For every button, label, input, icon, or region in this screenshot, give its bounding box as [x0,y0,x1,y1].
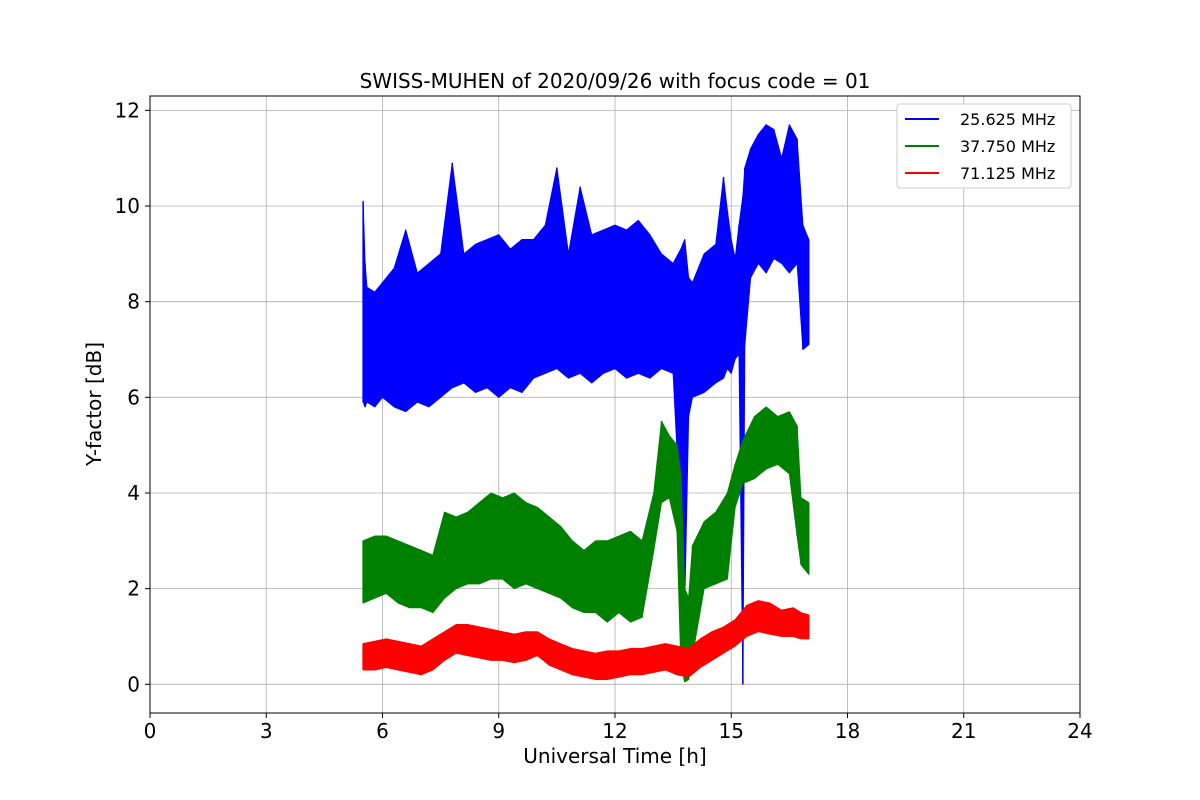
y-tick-label: 6 [127,385,140,409]
x-tick-label: 3 [260,719,273,743]
y-tick-label: 12 [115,98,140,122]
y-tick-label: 4 [127,481,140,505]
x-tick-label: 0 [144,719,157,743]
y-tick-label: 0 [127,672,140,696]
x-tick-label: 18 [835,719,860,743]
y-tick-label: 2 [127,577,140,601]
series-2 [362,406,810,683]
x-tick-label: 9 [492,719,505,743]
legend: 25.625 MHz 37.750 MHz 71.125 MHz [896,103,1072,189]
x-axis-label: Universal Time [h] [523,744,706,768]
y-axis-ticks: 0 2 4 6 8 10 12 [115,98,150,696]
x-tick-label: 15 [719,719,744,743]
x-tick-label: 24 [1067,719,1092,743]
x-tick-label: 21 [951,719,976,743]
legend-label: 25.625 MHz [960,110,1055,129]
y-tick-label: 8 [127,290,140,314]
x-tick-label: 12 [602,719,627,743]
plot-series [362,124,810,685]
chart-title: SWISS-MUHEN of 2020/09/26 with focus cod… [360,69,871,93]
legend-box [896,103,1072,189]
y-axis-label: Y-factor [dB] [82,342,106,467]
y-tick-label: 10 [115,194,140,218]
x-axis-ticks: 0 3 6 9 12 15 18 21 24 [144,713,1093,743]
legend-label: 71.125 MHz [960,164,1055,183]
legend-label: 37.750 MHz [960,137,1055,156]
series-3 [362,600,810,681]
x-tick-label: 6 [376,719,389,743]
